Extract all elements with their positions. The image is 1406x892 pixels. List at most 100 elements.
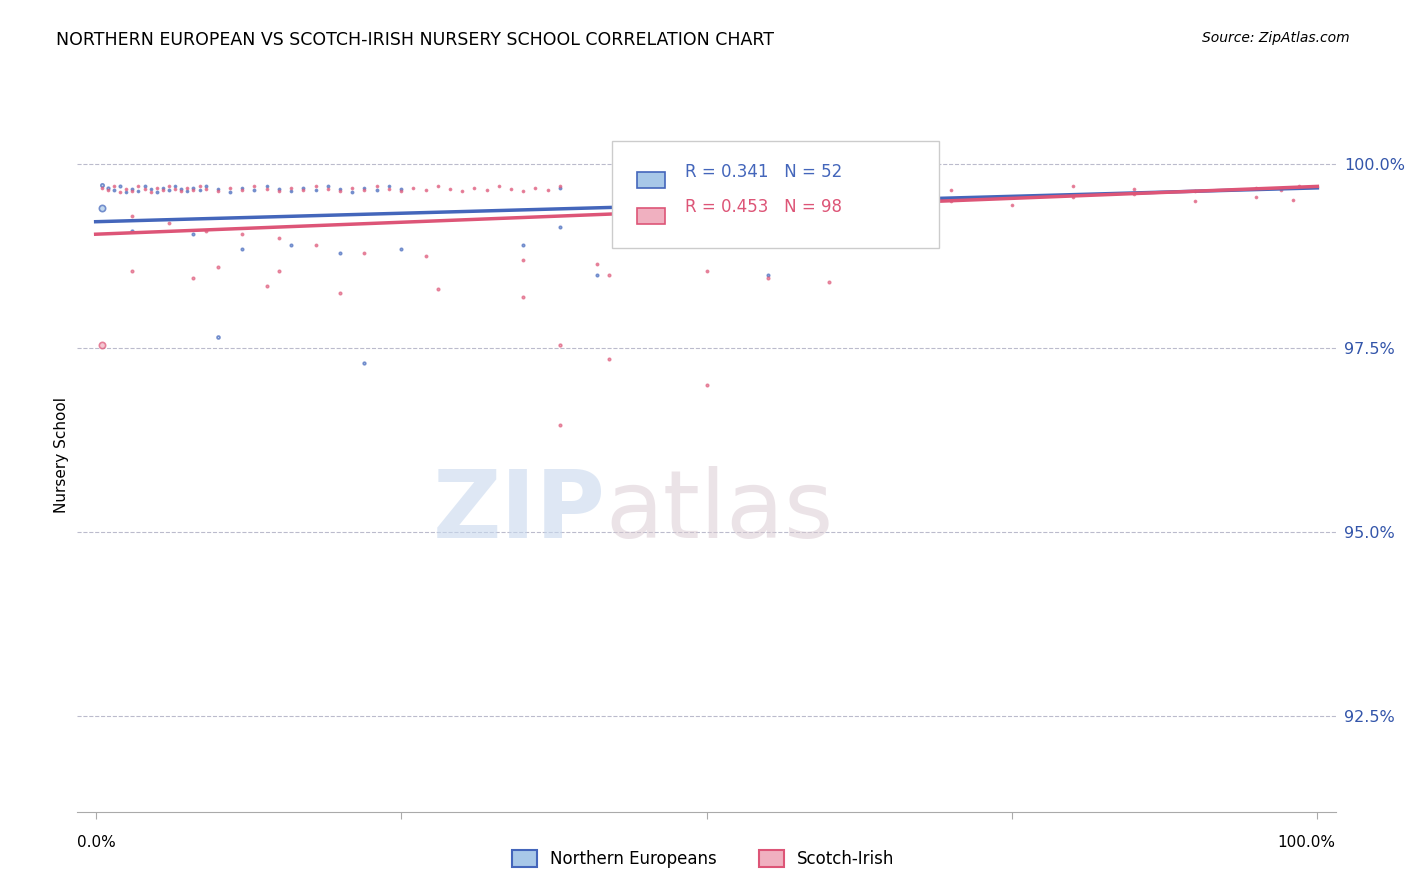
Point <box>402 181 425 195</box>
Point <box>108 186 131 200</box>
Point <box>817 184 839 198</box>
Text: R = 0.453   N = 98: R = 0.453 N = 98 <box>685 198 842 216</box>
Point <box>145 185 167 199</box>
Point <box>280 181 302 195</box>
Point <box>219 185 242 199</box>
Point <box>1184 194 1206 208</box>
Point <box>115 181 138 195</box>
Point <box>121 184 143 198</box>
Point <box>97 181 120 195</box>
Point <box>165 181 187 195</box>
Point <box>1282 193 1305 207</box>
Point <box>488 179 510 194</box>
Point <box>366 183 388 197</box>
Point <box>267 264 290 278</box>
Point <box>378 181 401 195</box>
Point <box>451 184 474 198</box>
Point <box>463 181 485 195</box>
Point <box>207 260 229 275</box>
Point <box>194 179 217 194</box>
Point <box>1062 190 1084 204</box>
Point <box>231 242 253 256</box>
Point <box>353 245 375 260</box>
Point <box>1288 179 1310 194</box>
Point <box>292 183 315 197</box>
Point <box>176 181 198 195</box>
Point <box>426 282 449 296</box>
Point <box>127 184 149 198</box>
Point <box>207 184 229 198</box>
Point <box>817 275 839 289</box>
Point <box>157 216 180 230</box>
Point <box>292 181 315 195</box>
Point <box>342 181 364 195</box>
FancyBboxPatch shape <box>612 141 939 248</box>
Point <box>598 268 620 282</box>
Point <box>145 181 167 195</box>
Point <box>756 178 779 192</box>
Point <box>342 185 364 199</box>
Point <box>415 183 437 197</box>
Point <box>267 231 290 245</box>
Point <box>188 179 211 194</box>
Point <box>280 184 302 198</box>
Point <box>183 271 205 285</box>
Point <box>157 179 180 194</box>
FancyBboxPatch shape <box>637 208 665 224</box>
Text: atlas: atlas <box>606 466 834 558</box>
Point <box>170 181 193 195</box>
Point <box>115 186 138 200</box>
Point <box>316 181 339 195</box>
Point <box>121 264 143 278</box>
Point <box>267 184 290 198</box>
Point <box>243 183 266 197</box>
Point <box>176 184 198 198</box>
Point <box>548 418 571 433</box>
Point <box>1246 181 1268 195</box>
Point <box>256 179 278 194</box>
Point <box>152 181 174 195</box>
Point <box>366 179 388 194</box>
Point <box>207 182 229 196</box>
Point <box>219 181 242 195</box>
Point <box>329 245 352 260</box>
Point <box>108 179 131 194</box>
Legend: Northern Europeans, Scotch-Irish: Northern Europeans, Scotch-Irish <box>505 843 901 875</box>
Point <box>304 183 326 197</box>
Point <box>316 179 339 194</box>
Point <box>598 352 620 367</box>
Point <box>512 252 534 267</box>
Point <box>256 278 278 293</box>
Point <box>879 181 901 195</box>
Point <box>1123 181 1146 195</box>
Point <box>939 183 962 197</box>
Point <box>696 378 718 392</box>
Point <box>139 182 162 196</box>
Point <box>139 185 162 199</box>
Point <box>231 183 253 197</box>
Point <box>548 337 571 351</box>
Point <box>353 183 375 197</box>
Point <box>389 184 412 198</box>
Point <box>304 238 326 252</box>
Point <box>267 181 290 195</box>
Point <box>378 179 401 194</box>
FancyBboxPatch shape <box>637 172 665 188</box>
Point <box>939 194 962 208</box>
Point <box>756 181 779 195</box>
Point <box>585 268 607 282</box>
Point <box>329 286 352 301</box>
Point <box>329 182 352 196</box>
Point <box>426 179 449 194</box>
Point <box>512 290 534 304</box>
Point <box>183 227 205 242</box>
Point <box>548 179 571 194</box>
Point <box>1270 183 1292 197</box>
Point <box>389 242 412 256</box>
Point <box>194 181 217 195</box>
Point <box>537 183 560 197</box>
Point <box>1062 179 1084 194</box>
Point <box>415 249 437 263</box>
Point <box>121 181 143 195</box>
Point <box>90 178 112 192</box>
